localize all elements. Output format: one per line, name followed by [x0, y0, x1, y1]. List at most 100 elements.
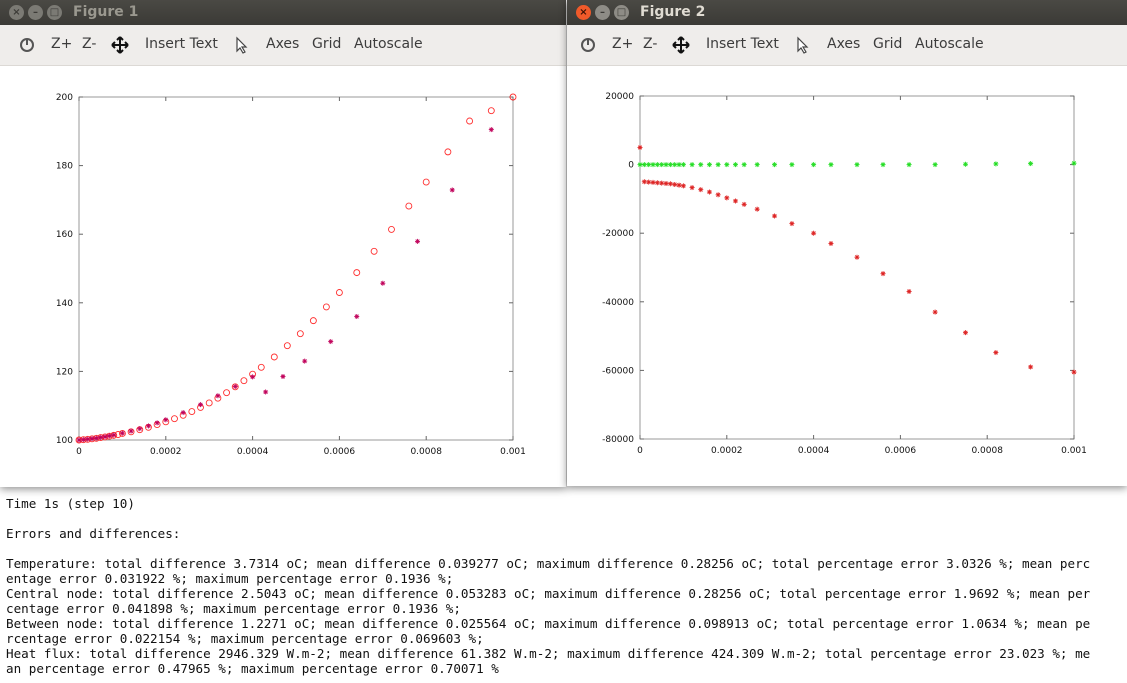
data-point [993, 161, 999, 167]
data-point [689, 162, 695, 168]
data-point [283, 342, 291, 350]
data-point [650, 179, 656, 185]
insert-text-button[interactable]: Insert Text [706, 36, 779, 52]
minimize-icon[interactable]: – [595, 5, 610, 20]
x-tick-label: 0 [637, 446, 643, 456]
data-point [106, 433, 112, 439]
data-point [741, 162, 747, 168]
data-point [180, 410, 186, 416]
data-point [993, 350, 999, 356]
close-icon[interactable]: × [9, 5, 24, 20]
data-point [102, 434, 108, 440]
data-point [637, 162, 643, 168]
autoscale-button[interactable]: Autoscale [354, 36, 423, 52]
zoom-in-button[interactable]: Z+ [612, 36, 634, 52]
data-point [641, 162, 647, 168]
data-point [240, 377, 248, 385]
y-tick-label: 100 [56, 436, 73, 446]
axes-button[interactable]: Axes [827, 36, 861, 52]
data-point [828, 162, 834, 168]
x-tick-label: 0.0008 [971, 446, 1003, 456]
zoom-out-button[interactable]: Z- [643, 36, 658, 52]
data-point [706, 189, 712, 195]
pan-move-icon[interactable] [672, 36, 690, 54]
data-point [145, 423, 151, 429]
data-point [667, 181, 673, 187]
data-point [650, 162, 656, 168]
data-point [422, 178, 430, 186]
figure-1-plot-area[interactable]: 0 0.0002 0.0004 0.0006 0.0008 0.001 100 120 140 1… [0, 66, 566, 487]
data-point [215, 393, 221, 399]
data-point [732, 162, 738, 168]
data-point [89, 436, 95, 442]
data-point [789, 221, 795, 227]
maximize-icon[interactable]: □ [614, 5, 629, 20]
maximize-icon[interactable]: □ [47, 5, 62, 20]
terminal-text: Time 1s (step 10) Errors and differences… [6, 496, 1091, 676]
data-point [1028, 364, 1034, 370]
pointer-select-icon[interactable] [233, 36, 251, 54]
data-point [672, 181, 678, 187]
insert-text-button[interactable]: Insert Text [145, 36, 218, 52]
data-point [663, 180, 669, 186]
minimize-icon[interactable]: – [28, 5, 43, 20]
data-point [772, 162, 778, 168]
figure-1-chart[interactable]: 0 0.0002 0.0004 0.0006 0.0008 0.001 100 120 140 1… [0, 66, 566, 487]
data-point [724, 162, 730, 168]
data-point [93, 435, 99, 441]
data-point [754, 162, 760, 168]
data-point [828, 240, 834, 246]
data-point [163, 417, 169, 423]
data-point [963, 330, 968, 336]
data-point [76, 437, 82, 443]
window-title: Figure 1 [73, 4, 139, 20]
data-point [672, 162, 678, 168]
y-tick-label: 20000 [605, 92, 634, 102]
zoom-out-button[interactable]: Z- [82, 36, 97, 52]
data-point [188, 408, 196, 415]
pointer-select-icon[interactable] [794, 36, 812, 54]
data-point [449, 187, 455, 193]
figure-2-titlebar[interactable]: × – □ Figure 2 [567, 0, 1127, 25]
axes-button[interactable]: Axes [266, 36, 300, 52]
y-tick-label: -20000 [602, 229, 634, 239]
figure-1-titlebar[interactable]: × – □ Figure 1 [0, 0, 566, 25]
data-point [680, 162, 686, 168]
y-tick-label: 160 [56, 230, 73, 240]
data-point [854, 162, 860, 168]
y-tick-label: -80000 [602, 435, 634, 445]
data-point [667, 162, 673, 168]
data-point [641, 179, 647, 185]
data-point [698, 187, 704, 193]
data-point [257, 363, 265, 371]
close-icon[interactable]: × [576, 5, 591, 20]
data-point [654, 180, 660, 186]
data-point [415, 238, 421, 244]
grid-button[interactable]: Grid [873, 36, 903, 52]
data-point [322, 303, 330, 311]
zoom-in-button[interactable]: Z+ [51, 36, 73, 52]
rotate-icon[interactable] [579, 36, 597, 54]
data-point [205, 399, 213, 407]
figure-2-plot-area[interactable]: 0 0.0002 0.0004 0.0006 0.0008 0.001 20000 0 -200… [567, 66, 1127, 486]
autoscale-button[interactable]: Autoscale [915, 36, 984, 52]
rotate-icon[interactable] [18, 36, 36, 54]
data-point [715, 162, 721, 168]
data-point [296, 330, 304, 338]
data-point [309, 317, 317, 325]
data-point [680, 183, 686, 189]
data-point [659, 180, 665, 186]
x-tick-label: 0.0008 [410, 447, 442, 457]
data-point [354, 314, 360, 320]
data-point [128, 428, 134, 434]
data-point [854, 254, 860, 260]
data-point [880, 162, 886, 168]
data-point [353, 269, 361, 277]
data-point [1028, 161, 1034, 167]
x-tick-label: 0 [76, 447, 82, 457]
y-tick-label: 140 [56, 299, 73, 309]
data-point [715, 192, 721, 198]
pan-move-icon[interactable] [111, 36, 129, 54]
grid-button[interactable]: Grid [312, 36, 342, 52]
figure-2-chart[interactable]: 0 0.0002 0.0004 0.0006 0.0008 0.001 20000 0 -200… [567, 66, 1127, 486]
